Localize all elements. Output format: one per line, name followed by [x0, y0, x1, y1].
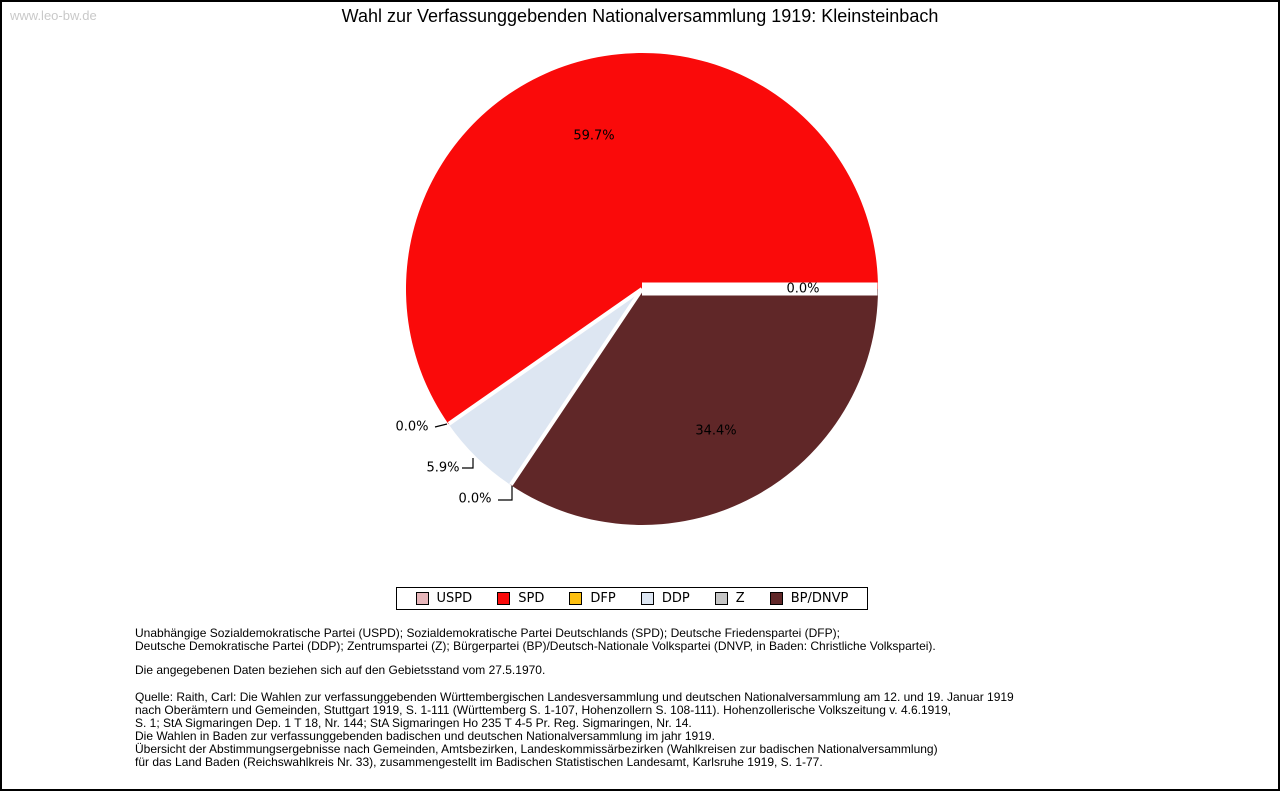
pie-chart-svg: [406, 52, 878, 525]
pie-label-z: 0.0%: [458, 491, 492, 507]
pie-label-dfp: 0.0%: [395, 419, 429, 435]
legend-label-spd: SPD: [518, 591, 545, 606]
legend-swatch-uspd: [415, 592, 429, 605]
legend-label-uspd: USPD: [436, 591, 473, 606]
legend-item-ddp: DDP: [640, 591, 690, 606]
data-status-note: Die angegebenen Daten beziehen sich auf …: [135, 663, 546, 677]
legend-swatch-bpdnvp: [769, 592, 783, 605]
pie-label-spd: 59.7%: [573, 128, 615, 144]
source-note-line: nach Oberämtern und Gemeinden, Stuttgart…: [135, 703, 952, 717]
pie-label-bpdnvp: 34.4%: [695, 423, 737, 439]
legend-item-spd: SPD: [497, 591, 544, 606]
legend-label-bpdnvp: BP/DNVP: [790, 591, 849, 606]
legend-item-uspd: USPD: [415, 591, 473, 606]
chart-title: Wahl zur Verfassunggebenden Nationalvers…: [341, 6, 939, 26]
legend-item-bpdnvp: BP/DNVP: [769, 591, 849, 606]
pie-zero-slice-separator: [509, 287, 644, 486]
pie-zero-slice-separator: [447, 287, 644, 426]
legend-label-dfp: DFP: [590, 591, 616, 606]
legend-swatch-z: [714, 592, 728, 605]
legend-swatch-spd: [497, 592, 511, 605]
pie-label-leader-line: [498, 486, 513, 501]
pie-slice-bpdnvp: [510, 289, 878, 525]
abbreviation-note-line: Unabhängige Sozialdemokratische Partei (…: [135, 626, 840, 640]
site-watermark: www.leo-bw.de: [10, 8, 97, 23]
legend-swatch-ddp: [640, 592, 654, 605]
source-note-line: Quelle: Raith, Carl: Die Wahlen zur verf…: [135, 690, 1014, 704]
legend-label-z: Z: [735, 591, 745, 606]
pie-slice-ddp: [448, 289, 642, 485]
pie-slice-spd: [406, 52, 878, 425]
source-note-line: Übersicht der Abstimmungsergebnisse nach…: [135, 742, 938, 756]
pie-label-leader-line: [434, 423, 448, 428]
pie-label-ddp: 5.9%: [426, 460, 460, 476]
legend-label-ddp: DDP: [661, 591, 690, 606]
legend-item-dfp: DFP: [569, 591, 616, 606]
legend-swatch-dfp: [569, 592, 583, 605]
source-note-line: S. 1; StA Sigmaringen Dep. 1 T 18, Nr. 1…: [135, 716, 692, 730]
legend: USPD SPD DFP DDP Z BP/DNVP: [396, 587, 868, 610]
source-note-line: Die Wahlen in Baden zur verfassunggebend…: [135, 729, 715, 743]
abbreviation-note-line: Deutsche Demokratische Partei (DDP); Zen…: [135, 639, 936, 653]
legend-item-z: Z: [714, 591, 745, 606]
pie-label-leader-line: [462, 458, 474, 469]
pie-label-uspd: 0.0%: [786, 281, 820, 297]
source-note-line: für das Land Baden (Reichswahlkreis Nr. …: [135, 755, 823, 769]
